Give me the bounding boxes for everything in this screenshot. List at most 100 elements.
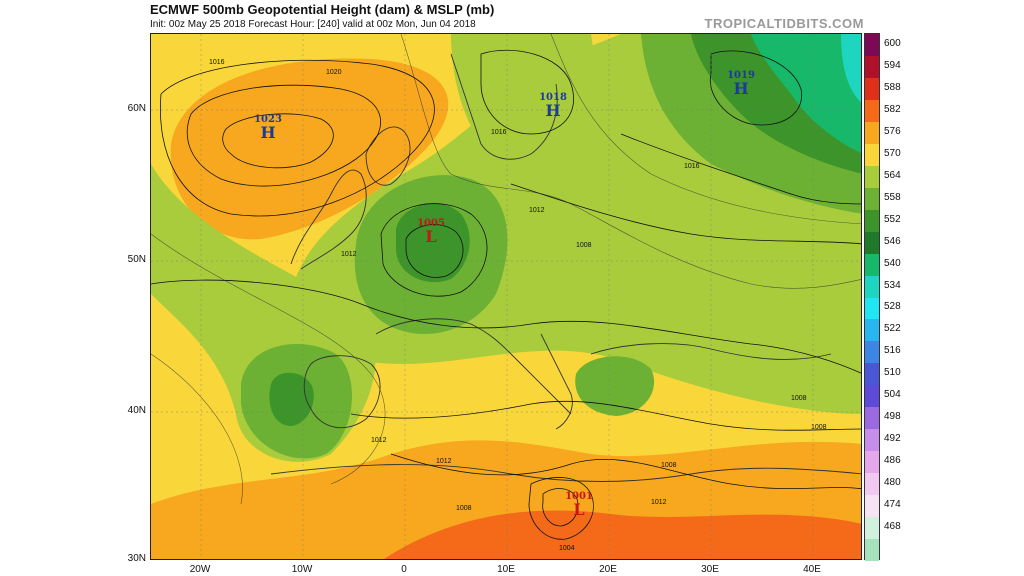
- colorbar-segment: [865, 451, 879, 474]
- high-pressure-center: 1018 H: [539, 92, 567, 120]
- colorbar-label: 522: [884, 323, 901, 335]
- lon-label-40e: 40E: [803, 564, 821, 575]
- isobar-label: 1008: [661, 462, 677, 469]
- colorbar-segment: [865, 99, 879, 122]
- colorbar-segment: [865, 385, 879, 408]
- colorbar-label: 504: [884, 389, 901, 401]
- colorbar-label: 546: [884, 235, 901, 247]
- colorbar-label: 528: [884, 301, 901, 313]
- colorbar-segment: [865, 517, 879, 540]
- isobar-labels: 1016 1020 1016 1012 1012 1008 1016 1012 …: [209, 59, 827, 552]
- pressure-value: 1023: [254, 114, 282, 125]
- colorbar-segment: [865, 187, 879, 210]
- colorbar-label: 576: [884, 125, 901, 137]
- pressure-value: 1001: [565, 491, 593, 502]
- height-contours: [151, 34, 861, 505]
- colorbar-segment: [865, 473, 879, 496]
- colorbar-label: 510: [884, 367, 901, 379]
- colorbar-segment: [865, 407, 879, 430]
- isobar-label: 1012: [436, 458, 452, 465]
- colorbar-segment: [865, 363, 879, 386]
- pressure-centers: 1023 H 1018 H 1019 H 1005 L 1001 L: [254, 70, 755, 519]
- map-subtitle: Init: 00z May 25 2018 Forecast Hour: [24…: [150, 19, 476, 30]
- colorbar-segment: [865, 297, 879, 320]
- colorbar-label: 588: [884, 81, 901, 93]
- lon-label-10e: 10E: [497, 564, 515, 575]
- map-canvas: 1016 1020 1016 1012 1012 1008 1016 1012 …: [151, 34, 861, 559]
- lon-label-20w: 20W: [189, 564, 211, 575]
- high-symbol: H: [733, 79, 748, 98]
- colorbar: [864, 33, 880, 562]
- colorbar-label: 492: [884, 433, 901, 445]
- high-pressure-center: 1023 H: [254, 114, 282, 142]
- low-pressure-center: 1005 L: [417, 218, 445, 246]
- pressure-value: 1018: [539, 92, 567, 103]
- colorbar-label: 552: [884, 213, 901, 225]
- colorbar-segment: [865, 165, 879, 188]
- isobar-label: 1012: [651, 499, 667, 506]
- colorbar-segment: [865, 121, 879, 144]
- colorbar-label: 468: [884, 521, 901, 533]
- high-symbol: H: [260, 123, 275, 142]
- colorbar-segment: [865, 34, 879, 56]
- colorbar-label: 558: [884, 191, 901, 203]
- colorbar-label: 570: [884, 147, 901, 159]
- high-pressure-center: 1019 H: [727, 70, 755, 98]
- isobar-label: 1008: [811, 424, 827, 431]
- isobar-label: 1016: [684, 163, 700, 170]
- lat-label-60n: 60N: [127, 103, 146, 114]
- lat-label-30n: 30N: [127, 553, 146, 564]
- colorbar-label: 486: [884, 455, 901, 467]
- isobars: [151, 49, 861, 540]
- isobar-label: 1008: [456, 505, 472, 512]
- isobar-label: 1016: [491, 129, 507, 136]
- isobar-label: 1004: [559, 545, 575, 552]
- colorbar-segment: [865, 341, 879, 364]
- low-symbol: L: [425, 227, 436, 246]
- graticule: [151, 34, 861, 559]
- isobar-label: 1012: [371, 437, 387, 444]
- lon-label-20e: 20E: [599, 564, 617, 575]
- isobar-label: 1016: [209, 59, 225, 66]
- colorbar-label: 534: [884, 279, 901, 291]
- isobar-label: 1008: [576, 242, 592, 249]
- colorbar-label: 498: [884, 411, 901, 423]
- colorbar-segment: [865, 429, 879, 452]
- pressure-value: 1019: [727, 70, 755, 81]
- map-title: ECMWF 500mb Geopotential Height (dam) & …: [150, 2, 495, 17]
- colorbar-segment: [865, 319, 879, 342]
- isobar-label: 1020: [326, 69, 342, 76]
- colorbar-segment: [865, 253, 879, 276]
- colorbar-label: 516: [884, 345, 901, 357]
- isobar-label: 1012: [341, 251, 357, 258]
- lon-label-30e: 30E: [701, 564, 719, 575]
- colorbar-segment: [865, 77, 879, 100]
- lat-label-50n: 50N: [127, 254, 146, 265]
- colorbar-segment: [865, 209, 879, 232]
- weather-map: 1016 1020 1016 1012 1012 1008 1016 1012 …: [150, 33, 862, 560]
- height-shading: [151, 34, 861, 559]
- isobar-label: 1008: [791, 395, 807, 402]
- lon-label-0: 0: [401, 564, 407, 575]
- colorbar-label: 600: [884, 37, 901, 49]
- colorbar-segment: [865, 539, 879, 562]
- low-symbol: L: [573, 500, 584, 519]
- colorbar-label: 480: [884, 477, 901, 489]
- colorbar-label: 540: [884, 257, 901, 269]
- lat-label-40n: 40N: [127, 405, 146, 416]
- colorbar-label: 474: [884, 499, 901, 511]
- brand-watermark[interactable]: TROPICALTIDBITS.COM: [704, 16, 864, 31]
- colorbar-label: 582: [884, 103, 901, 115]
- colorbar-segment: [865, 495, 879, 518]
- high-symbol: H: [545, 101, 560, 120]
- colorbar-label: 594: [884, 59, 901, 71]
- pressure-value: 1005: [417, 218, 445, 229]
- colorbar-label: 564: [884, 169, 901, 181]
- isobar-label: 1012: [529, 207, 545, 214]
- colorbar-segment: [865, 143, 879, 166]
- colorbar-segment: [865, 275, 879, 298]
- low-pressure-center: 1001 L: [565, 491, 593, 519]
- colorbar-segment: [865, 55, 879, 78]
- lon-label-10w: 10W: [291, 564, 313, 575]
- colorbar-segment: [865, 231, 879, 254]
